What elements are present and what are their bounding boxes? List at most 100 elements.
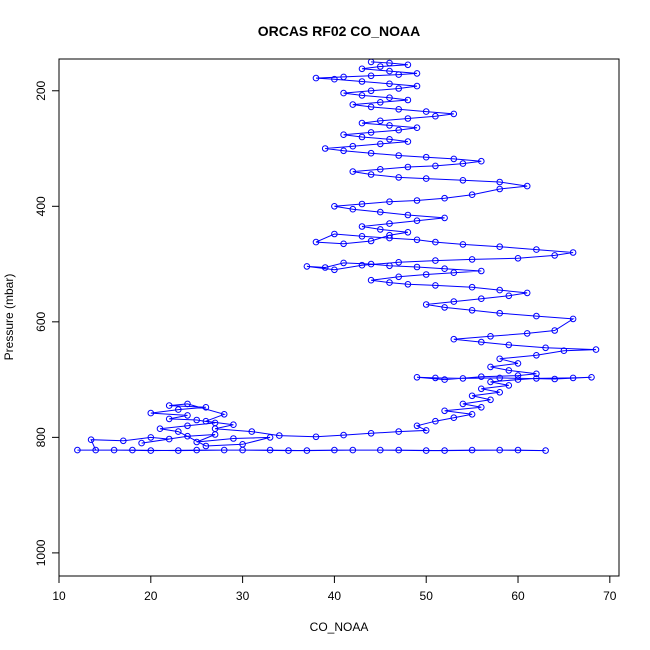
data-point-127 [432,257,439,264]
data-point-46 [220,411,228,418]
data-point-5 [285,447,292,454]
data-point-149 [441,214,448,222]
data-point-10 [514,446,522,454]
data-point-196 [349,101,357,108]
data-point-95 [523,330,531,337]
data-point-208 [312,74,320,82]
data-point-211 [395,71,403,78]
data-point-153 [331,203,338,210]
data-point-32 [239,441,246,448]
data-point-53 [340,431,347,439]
data-point-63 [459,400,467,408]
data-point-47 [202,417,210,425]
data-point-19 [175,447,182,454]
y-tick-label-200: 200 [34,80,48,100]
x-tick-label-60: 60 [511,589,525,603]
data-point-135 [432,238,439,246]
data-point-158 [468,191,476,198]
data-point-15 [349,446,357,454]
data-point-156 [413,197,421,204]
data-point-20 [129,446,136,454]
data-point-184 [367,129,375,136]
data-point-109 [432,282,439,289]
data-point-79 [441,376,448,383]
data-point-168 [404,163,412,171]
data-point-209 [340,73,347,81]
data-point-117 [441,265,448,273]
data-point-192 [450,110,458,118]
data-point-50 [248,428,256,435]
data-point-97 [569,315,577,323]
data-point-40 [184,412,191,419]
data-point-25 [165,435,173,443]
data-point-169 [432,162,439,170]
data-point-190 [404,115,412,122]
data-point-18 [220,446,228,454]
data-point-104 [478,295,485,303]
data-point-9 [468,446,476,454]
data-point-22 [87,436,95,444]
data-point-8 [422,447,430,454]
data-point-86 [496,355,504,363]
data-point-38 [193,416,200,424]
data-point-204 [413,82,421,90]
plot-frame [58,58,620,577]
data-point-62 [478,404,485,411]
data-point-201 [340,89,347,97]
data-point-189 [377,117,384,125]
data-point-178 [349,142,357,150]
data-point-170 [459,160,467,167]
y-tick-label-800: 800 [34,427,48,447]
data-point-160 [523,182,531,190]
data-point-115 [450,269,458,277]
data-point-81 [514,372,522,379]
data-point-16 [303,447,311,454]
data-point-93 [450,335,458,343]
data-point-181 [386,136,393,143]
data-point-74 [551,375,559,383]
data-point-24 [147,434,155,441]
data-point-23 [120,437,127,445]
data-point-99 [496,309,504,317]
data-point-202 [367,87,375,95]
data-point-6 [331,446,338,454]
data-point-194 [395,106,403,113]
chart-title: ORCAS RF02 CO_NOAA [258,23,421,39]
data-point-1 [110,446,118,454]
data-point-193 [422,108,430,115]
data-point-203 [395,85,403,92]
x-tick-label-30: 30 [236,589,250,603]
data-point-76 [459,375,467,382]
data-point-145 [377,226,384,233]
data-point-30 [230,435,237,442]
data-point-0 [74,446,81,454]
series-layer [74,59,600,454]
data-point-75 [496,374,504,382]
data-point-88 [560,347,568,355]
data-point-91 [505,341,513,349]
data-point-98 [533,312,540,320]
y-tick-label-400: 400 [34,196,48,216]
x-axis-label: CO_NOAA [310,620,369,634]
data-point-136 [413,236,421,244]
data-point-13 [441,447,448,454]
data-point-51 [276,432,283,439]
data-point-198 [404,96,412,104]
data-point-180 [404,138,412,145]
data-point-84 [487,363,494,371]
data-point-131 [569,249,577,256]
data-point-94 [487,333,494,340]
data-point-159 [496,185,504,193]
data-point-188 [358,119,366,127]
data-point-96 [551,327,559,334]
data-point-122 [321,264,329,271]
data-point-2 [147,447,155,454]
data-point-167 [377,166,384,173]
data-point-152 [349,205,357,213]
data-point-110 [404,281,412,288]
data-point-215 [377,63,384,70]
series-line-0 [77,61,597,452]
x-axis: 10 20 30 40 50 60 70 [52,575,617,603]
data-point-195 [367,103,375,111]
x-tick-label-50: 50 [420,589,434,603]
